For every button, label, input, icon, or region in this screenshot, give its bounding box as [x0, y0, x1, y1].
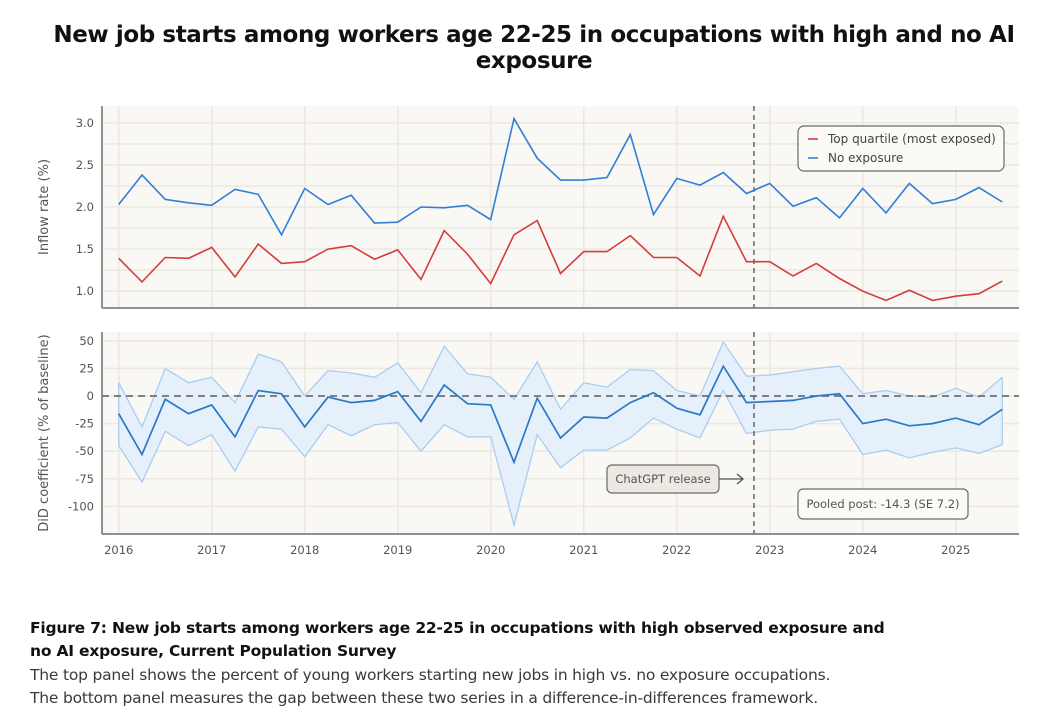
x-tick-label: 2020: [476, 543, 505, 557]
bottom-y-tick-label: -75: [75, 472, 94, 486]
top-axes: [101, 106, 1019, 309]
pooled-post-box: [797, 488, 969, 520]
x-tick-label: 2018: [290, 543, 319, 557]
chatgpt-release-label: ChatGPT release: [615, 472, 710, 486]
x-tick-label: 2017: [197, 543, 226, 557]
bottom-y-tick-label: 25: [79, 361, 94, 375]
top-y-tick-label: 2.0: [76, 200, 94, 214]
legend-box: [797, 125, 1005, 172]
top-y-tick-label: 1.5: [76, 242, 94, 256]
pooled-post-label: Pooled post: -14.3 (SE 7.2): [806, 497, 959, 511]
top-y-tick-labels: 1.0 1.5 2.0 2.5 3.0: [76, 116, 94, 298]
caption-title-line-2: no AI exposure, Current Population Surve…: [30, 642, 397, 660]
no-exposure-line: [118, 116, 1003, 237]
x-tick-label: 2024: [848, 543, 877, 557]
x-tick-labels: 2016 2017 2018 2019 2020 2021 2022 2023 2024 2025: [104, 543, 970, 557]
x-tick-label: 2019: [383, 543, 412, 557]
confidence-lower-line: [118, 389, 1003, 528]
x-tick-label: 2025: [941, 543, 970, 557]
figure-caption-body: The top panel shows the percent of young…: [30, 664, 1040, 710]
top-y-tick-label: 3.0: [76, 116, 94, 130]
chart-title: New job starts among workers age 22-25 i…: [53, 22, 1015, 74]
legend: Top quartile (most exposed) No exposure: [797, 125, 1005, 172]
arrow-right-icon: [719, 473, 745, 485]
confidence-upper-line: [118, 340, 1003, 429]
top-y-tick-label: 1.0: [76, 284, 94, 298]
chatgpt-release-annotation: ChatGPT release: [606, 464, 745, 494]
top-y-tick-label: 2.5: [76, 158, 94, 172]
caption-body-line-2: The bottom panel measures the gap betwee…: [30, 689, 818, 707]
top-quartile-line: [118, 214, 1003, 302]
bottom-y-axis-label: DiD coefficient (% of baseline): [37, 334, 52, 531]
legend-label-top-quartile: Top quartile (most exposed): [827, 132, 996, 146]
bottom-y-tick-labels: -100 -75 -50 -25 0 25 50: [68, 334, 94, 514]
bottom-y-tick-label: 50: [79, 334, 94, 348]
confidence-band: [118, 341, 1003, 526]
x-tick-label: 2021: [569, 543, 598, 557]
top-panel: 1.0 1.5 2.0 2.5 3.0 Inflow rate (%) Top quar…: [37, 106, 1019, 309]
top-series-lines: [118, 116, 1003, 302]
legend-label-no-exposure: No exposure: [828, 151, 903, 165]
bottom-y-tick-label: -25: [75, 417, 94, 431]
bottom-y-tick-label: -100: [68, 499, 94, 513]
bottom-axes: [101, 332, 1019, 535]
x-tick-label: 2022: [662, 543, 691, 557]
pooled-post-annotation: Pooled post: -14.3 (SE 7.2): [797, 488, 969, 520]
did-coefficient-line: [117, 364, 1003, 465]
top-y-axis-label: Inflow rate (%): [37, 159, 52, 255]
bottom-y-tick-label: 0: [87, 389, 94, 403]
x-tick-label: 2016: [104, 543, 133, 557]
chart-figure: 1.0 1.5 2.0 2.5 3.0 Inflow rate (%) Top quar…: [37, 106, 1019, 557]
caption-title-line-1: Figure 7: New job starts among workers a…: [30, 619, 885, 637]
bottom-y-tick-label: -50: [75, 444, 94, 458]
figure-caption-title: Figure 7: New job starts among workers a…: [30, 617, 1040, 663]
x-tick-label: 2023: [755, 543, 784, 557]
caption-body-line-1: The top panel shows the percent of young…: [30, 666, 831, 684]
